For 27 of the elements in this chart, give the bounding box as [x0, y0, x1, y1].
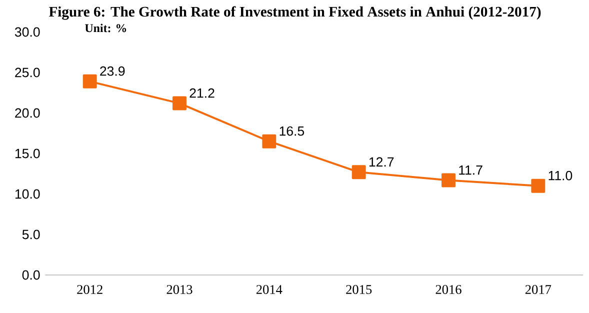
y-tick-label: 10.0 — [15, 189, 40, 199]
chart-title: Figure 6: The Growth Rate of Investment in Fixed Assets in Anhui (2012-2017) — [48, 6, 541, 20]
data-label: 11.7 — [459, 165, 482, 175]
x-tick-label: 2015 — [346, 285, 372, 294]
data-label: 16.5 — [280, 126, 304, 136]
point — [442, 173, 456, 188]
annotation: Unit: % — [84, 24, 126, 32]
data-label: 12.7 — [369, 157, 394, 167]
point — [262, 134, 276, 148]
y-tick-label: 0.0 — [22, 270, 40, 280]
data-label: 21.2 — [190, 88, 214, 98]
y-tick-label: 5.0 — [22, 230, 40, 240]
point — [172, 96, 186, 110]
x-tick-label: 2016 — [436, 285, 462, 294]
x-tick-label: 2017 — [525, 285, 552, 294]
data-label: 23.9 — [100, 66, 125, 76]
x-tick-label: 2013 — [166, 285, 192, 294]
y-tick-label: 30.0 — [14, 27, 40, 37]
x-tick-label: 2012 — [77, 285, 102, 294]
data-label: 11.0 — [548, 170, 572, 180]
y-tick-label: 20.0 — [15, 108, 40, 118]
point — [531, 178, 546, 193]
y-tick-label: 25.0 — [15, 68, 40, 78]
x-tick-label: 2014 — [256, 285, 282, 294]
point — [82, 74, 97, 88]
point — [352, 165, 366, 180]
y-tick-label: 15.0 — [15, 148, 40, 158]
